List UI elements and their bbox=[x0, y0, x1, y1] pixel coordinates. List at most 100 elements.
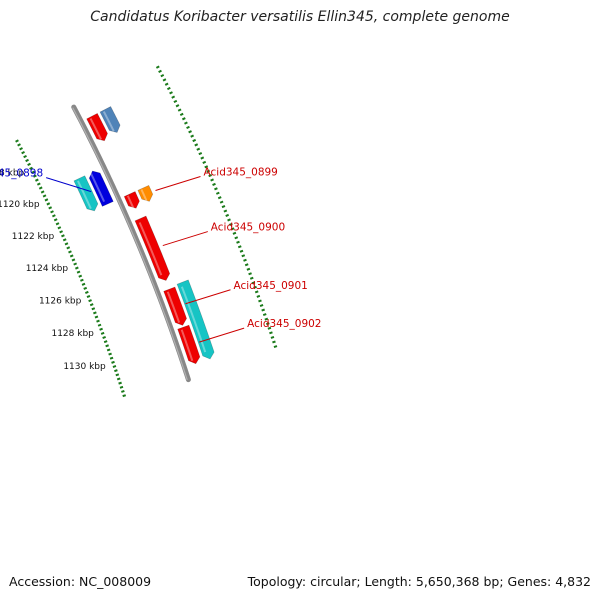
gene-arrow-g-c[interactable] bbox=[73, 175, 99, 212]
minor-tick bbox=[194, 143, 199, 147]
minor-tick bbox=[31, 170, 35, 174]
minor-tick bbox=[256, 294, 261, 298]
minor-tick bbox=[171, 95, 176, 99]
minor-tick bbox=[248, 272, 252, 276]
minor-tick bbox=[51, 214, 56, 218]
gene-label-Acid345_0902[interactable]: Acid345_0902 bbox=[247, 318, 321, 330]
minor-tick bbox=[196, 147, 201, 151]
gene-arrow-g-a[interactable] bbox=[86, 113, 108, 142]
minor-tick bbox=[42, 194, 47, 198]
minor-tick bbox=[86, 294, 91, 299]
minor-tick bbox=[100, 331, 105, 335]
minor-tick bbox=[230, 227, 235, 231]
minor-tick bbox=[114, 369, 118, 373]
minor-tick bbox=[17, 143, 21, 147]
minor-tick bbox=[221, 205, 226, 209]
minor-tick bbox=[68, 250, 72, 254]
minor-tick bbox=[61, 234, 65, 238]
minor-tick bbox=[84, 290, 89, 294]
minor-tick bbox=[48, 206, 53, 210]
minor-tick bbox=[88, 299, 92, 303]
minor-tick bbox=[214, 187, 218, 191]
gene-arrow-Acid345_0901[interactable] bbox=[163, 286, 187, 326]
backbone-highlight bbox=[72, 107, 188, 381]
gene-arrow-g-d[interactable] bbox=[123, 191, 140, 209]
gene-shading bbox=[140, 189, 148, 202]
gene-label-Acid345_0900[interactable]: Acid345_0900 bbox=[211, 222, 285, 234]
minor-tick bbox=[258, 299, 262, 303]
label-leader-line bbox=[162, 231, 208, 247]
minor-tick bbox=[38, 186, 43, 190]
minor-tick bbox=[111, 360, 115, 364]
minor-tick bbox=[241, 254, 246, 258]
minor-tick bbox=[204, 165, 209, 169]
minor-tick bbox=[184, 121, 188, 125]
minor-tick bbox=[270, 335, 275, 339]
gene-arrow-Acid345_0900[interactable] bbox=[134, 215, 171, 281]
minor-tick bbox=[80, 278, 84, 282]
tick-label: 1128 kbp bbox=[51, 329, 94, 339]
gene-arrow-g-e[interactable] bbox=[176, 279, 215, 360]
minor-tick bbox=[89, 303, 94, 307]
gene-shading bbox=[77, 180, 92, 210]
minor-tick bbox=[29, 166, 33, 170]
minor-tick bbox=[19, 147, 23, 151]
minor-tick bbox=[237, 245, 242, 249]
gene-label-Acid345_0901[interactable]: Acid345_0901 bbox=[233, 280, 307, 292]
minor-tick bbox=[27, 162, 31, 167]
minor-tick bbox=[21, 151, 25, 155]
minor-tick bbox=[179, 112, 184, 117]
minor-tick bbox=[186, 125, 190, 130]
minor-tick bbox=[74, 266, 79, 270]
minor-tick bbox=[219, 200, 224, 204]
map-title: Candidatus Koribacter versatilis Ellin34… bbox=[90, 9, 510, 25]
minor-tick bbox=[106, 348, 111, 352]
gene-arrow-Acid345_0898[interactable] bbox=[88, 170, 114, 207]
minor-tick bbox=[116, 377, 121, 381]
minor-tick bbox=[262, 313, 267, 317]
minor-tick bbox=[181, 117, 186, 121]
minor-tick bbox=[158, 69, 162, 74]
minor-tick bbox=[234, 236, 239, 240]
gene-labels: Acid345_0898 Acid345_0899 Acid345_0900 Acid… bbox=[0, 167, 322, 343]
minor-tick bbox=[210, 178, 214, 182]
minor-tick bbox=[266, 322, 270, 326]
gene-shading bbox=[90, 173, 106, 203]
minor-tick bbox=[93, 311, 97, 315]
gene-label-Acid345_0898[interactable]: Acid345_0898 bbox=[0, 168, 43, 180]
minor-tick bbox=[190, 134, 195, 138]
minor-tick bbox=[202, 160, 207, 164]
minor-tick bbox=[15, 139, 19, 143]
minor-tick bbox=[83, 286, 88, 290]
minor-tick bbox=[225, 213, 230, 217]
label-leader-line bbox=[198, 327, 245, 343]
gene-arrow-Acid345_0902[interactable] bbox=[177, 324, 201, 365]
minor-tick bbox=[94, 315, 99, 319]
tick-label: 1122 kbp bbox=[12, 232, 55, 242]
minor-tick bbox=[164, 82, 169, 86]
minor-tick bbox=[259, 304, 264, 307]
minor-tick bbox=[81, 282, 86, 286]
minor-tick bbox=[91, 307, 96, 311]
gene-shading bbox=[89, 118, 102, 140]
minor-tick bbox=[99, 327, 103, 331]
gene-arrow-g-b[interactable] bbox=[99, 106, 121, 133]
gene-label-Acid345_0899[interactable]: Acid345_0899 bbox=[204, 167, 278, 179]
minor-tick bbox=[102, 336, 106, 340]
minor-tick bbox=[160, 74, 165, 78]
minor-tick bbox=[254, 290, 259, 294]
minor-tick bbox=[71, 258, 76, 262]
minor-tick bbox=[23, 154, 27, 159]
minor-tick bbox=[155, 65, 160, 69]
gene-shading bbox=[166, 291, 181, 323]
minor-tick bbox=[46, 202, 51, 206]
minor-tick bbox=[253, 285, 257, 289]
gene-arrow-Acid345_0899[interactable] bbox=[137, 184, 154, 202]
minor-tick bbox=[44, 198, 49, 202]
minor-tick bbox=[212, 182, 216, 186]
minor-tick bbox=[236, 240, 240, 244]
minor-tick bbox=[273, 345, 278, 349]
minor-tick bbox=[264, 317, 269, 321]
minor-tick bbox=[78, 274, 83, 278]
